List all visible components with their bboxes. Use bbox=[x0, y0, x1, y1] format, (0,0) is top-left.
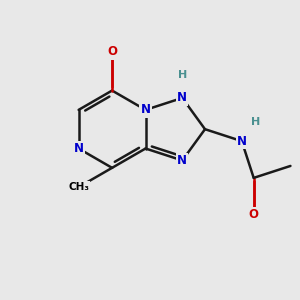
Text: N: N bbox=[74, 142, 84, 155]
Text: N: N bbox=[177, 154, 187, 167]
Text: H: H bbox=[178, 70, 187, 80]
Text: CH₃: CH₃ bbox=[68, 182, 89, 192]
Text: N: N bbox=[177, 92, 187, 104]
Text: O: O bbox=[107, 45, 117, 58]
Text: H: H bbox=[251, 117, 260, 128]
Text: O: O bbox=[249, 208, 259, 221]
Text: N: N bbox=[237, 135, 247, 148]
Text: N: N bbox=[140, 103, 151, 116]
